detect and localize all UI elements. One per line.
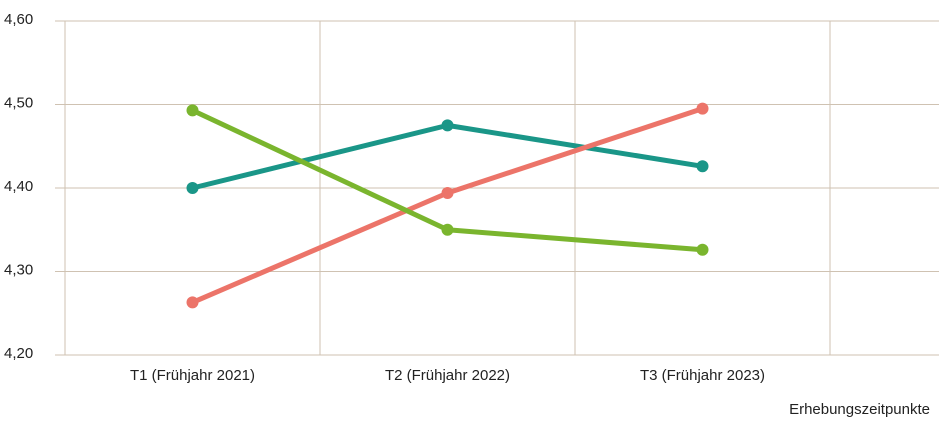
- data-point: [186, 296, 199, 309]
- y-tick-label: 4,20: [4, 345, 33, 362]
- data-point: [696, 160, 709, 173]
- y-tick-label: 4,40: [4, 178, 33, 195]
- data-point: [696, 102, 709, 115]
- data-point: [186, 182, 199, 194]
- data-point: [696, 243, 709, 256]
- x-axis-label: Erhebungszeitpunkte: [789, 401, 930, 418]
- y-tick-label: 4,50: [4, 94, 33, 111]
- y-tick-label: 4,30: [4, 261, 33, 278]
- data-point: [441, 119, 454, 132]
- x-tick-label: T3 (Frühjahr 2023): [640, 367, 765, 384]
- series-line: [191, 106, 704, 305]
- x-tick-label: T1 (Frühjahr 2021): [130, 367, 255, 384]
- x-tick-label: T2 (Frühjahr 2022): [385, 367, 510, 384]
- data-point: [186, 104, 199, 117]
- y-tick-label: 4,60: [4, 11, 33, 28]
- data-point: [441, 223, 454, 236]
- data-point: [441, 187, 454, 200]
